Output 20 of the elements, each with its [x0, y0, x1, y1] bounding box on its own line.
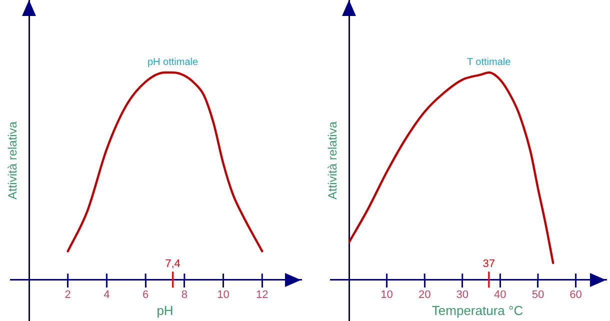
x-tick-label: 2 [64, 289, 71, 302]
ref-line-label: 7,4 [165, 258, 180, 270]
x-tick-label: 40 [494, 289, 506, 302]
x-tick-label: 60 [570, 289, 582, 302]
x-axis-title: pH [156, 303, 174, 318]
x-tick-label: 6 [142, 289, 149, 302]
x-axis-title: Temperatura °C [432, 303, 524, 318]
x-tick-label: 20 [418, 289, 431, 302]
x-tick-label: 4 [104, 289, 110, 302]
y-axis-title: Attività relativa [6, 121, 20, 200]
annotation: T ottimale [466, 57, 512, 68]
y-axis-title: Attività relativa [326, 121, 340, 200]
x-tick-label: 12 [256, 289, 268, 302]
x-tick-label: 30 [456, 289, 469, 302]
x-tick-label: 50 [532, 289, 544, 302]
annotation: pH ottimale [147, 57, 198, 68]
ref-line-label: 37 [482, 258, 495, 270]
x-tick-label: 10 [380, 289, 393, 302]
x-tick-label: 8 [181, 289, 188, 302]
x-tick-label: 10 [217, 289, 230, 302]
